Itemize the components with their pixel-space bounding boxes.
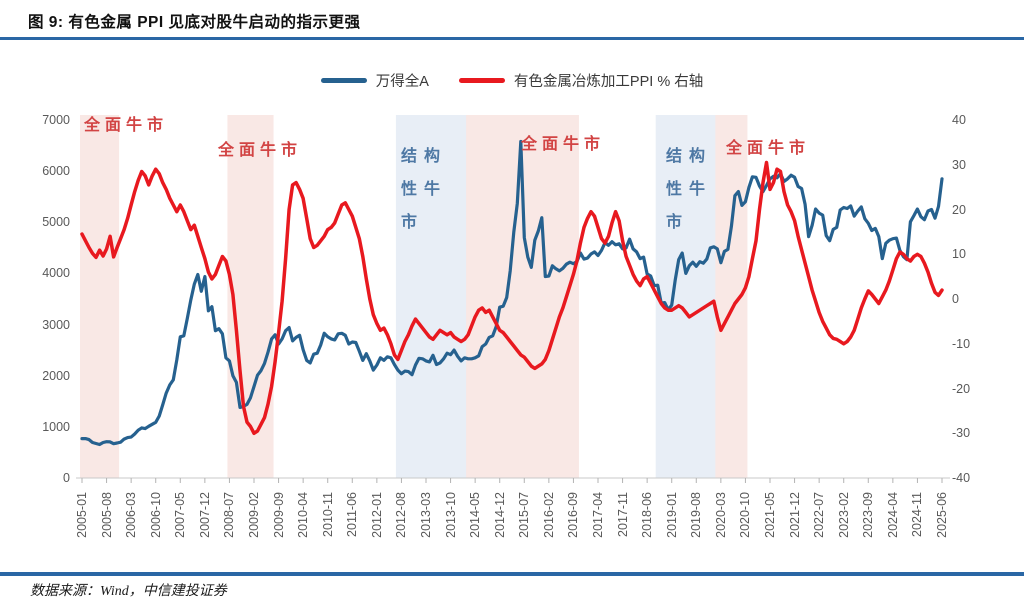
x-axis-tick-label: 2019-08 (689, 492, 704, 538)
x-axis-tick-label: 2017-04 (591, 492, 605, 538)
legend-swatch-red-line (458, 78, 505, 83)
data-source-note: 数据来源：Wind，中信建投证券 (30, 584, 227, 599)
left-axis-tick-label: 1000 (42, 419, 70, 434)
x-axis-tick-label: 2007-05 (173, 492, 188, 538)
region-label-bull-market: 全面牛市 (521, 136, 606, 153)
x-axis-tick-label: 2005-01 (75, 492, 89, 538)
footer-divider (0, 572, 1024, 576)
x-axis-tick-label: 2009-09 (271, 492, 286, 538)
x-axis-tick-label: 2015-07 (517, 492, 532, 538)
x-axis-tick-label: 2017-11 (615, 492, 630, 537)
x-axis-tick-label: 2023-09 (861, 492, 876, 538)
x-axis-tick-label: 2020-03 (713, 492, 728, 538)
right-axis-tick-label: 0 (952, 292, 959, 306)
right-axis-tick-label: 20 (952, 202, 966, 217)
right-axis-tick-label: -20 (952, 381, 971, 396)
x-axis-tick-label: 2016-09 (566, 492, 581, 538)
x-axis-tick-label: 2014-12 (492, 492, 507, 538)
region-band-structural (655, 115, 720, 478)
x-axis-tick-label: 2007-12 (197, 492, 212, 538)
x-axis-tick-label: 2010-04 (296, 492, 311, 538)
legend-item-wind-all-a: 万得全A (320, 70, 429, 91)
right-axis-tick-label: 40 (952, 113, 966, 127)
right-axis-tick-label: -10 (952, 336, 971, 351)
left-axis-tick-label: 0 (63, 471, 70, 485)
region-label-bull-market: 全面牛市 (84, 117, 169, 134)
x-axis-tick-label: 2006-10 (148, 492, 163, 538)
x-axis-tick-label: 2010-11 (320, 492, 335, 537)
x-axis-tick-label: 2012-01 (369, 492, 384, 538)
left-axis-tick-label: 7000 (42, 113, 70, 127)
right-axis-tick-label: 30 (952, 157, 966, 172)
x-axis-tick-label: 2023-02 (836, 492, 851, 538)
left-axis-tick-label: 4000 (42, 266, 70, 281)
series-line-ppi (80, 160, 944, 436)
chart-legend: 万得全A 有色金属冶炼加工PPI % 右轴 (0, 70, 1024, 91)
x-axis-tick-label: 2006-03 (124, 492, 139, 538)
right-axis-tick-label: -30 (952, 426, 971, 441)
x-axis-tick-label: 2013-03 (419, 492, 433, 538)
x-axis-tick-label: 2014-05 (468, 492, 483, 538)
legend-label-wind-all-a: 万得全A (375, 74, 429, 90)
right-axis-tick-label: 10 (952, 247, 966, 262)
figure-title: 图 9: 有色金属 PPI 见底对股牛启动的指示更强 (28, 14, 361, 31)
x-axis-tick-label: 2021-12 (787, 492, 802, 538)
legend-swatch-blue-line (320, 78, 367, 83)
x-axis-tick-label: 2021-05 (763, 492, 777, 538)
x-axis-tick-label: 2024-11 (910, 492, 925, 537)
left-axis-tick-label: 5000 (42, 215, 70, 230)
region-label-bull-market: 全面牛市 (726, 140, 811, 157)
region-label-bull-market: 全面牛市 (218, 142, 303, 159)
x-axis-tick-label: 2024-04 (885, 492, 900, 538)
x-axis-tick-label: 2008-07 (222, 492, 237, 538)
x-axis-tick-label: 2005-08 (99, 492, 114, 538)
x-axis-tick-label: 2022-07 (812, 492, 827, 538)
x-axis-tick-label: 2012-08 (394, 492, 409, 538)
region-label-structural-bull: 结构性牛市 (401, 148, 448, 231)
region-band-structural (395, 115, 471, 478)
x-axis-tick-label: 2009-02 (247, 492, 261, 538)
left-axis-tick-label: 3000 (42, 317, 70, 332)
x-axis-tick-label: 2025-06 (935, 492, 949, 538)
region-band-bull (715, 115, 748, 478)
left-axis-tick-label: 2000 (42, 368, 70, 383)
x-axis-tick-label: 2018-06 (640, 492, 655, 538)
left-axis-tick-label: 6000 (42, 164, 70, 179)
legend-item-ppi: 有色金属冶炼加工PPI % 右轴 (458, 70, 704, 91)
region-label-structural-bull: 结构性牛市 (666, 148, 713, 231)
region-band-bull (80, 115, 120, 478)
x-axis-tick-label: 2019-01 (664, 492, 679, 538)
x-axis-tick-label: 2013-10 (443, 492, 458, 538)
legend-label-ppi: 有色金属冶炼加工PPI % 右轴 (513, 74, 704, 90)
x-axis-tick-label: 2016-02 (541, 492, 556, 538)
right-axis-tick-label: -40 (952, 471, 971, 485)
title-divider (0, 37, 1024, 40)
series-line-wind-all-a (80, 139, 944, 447)
x-axis-tick-label: 2020-10 (738, 492, 753, 538)
x-axis-tick-label: 2011-06 (345, 492, 360, 537)
